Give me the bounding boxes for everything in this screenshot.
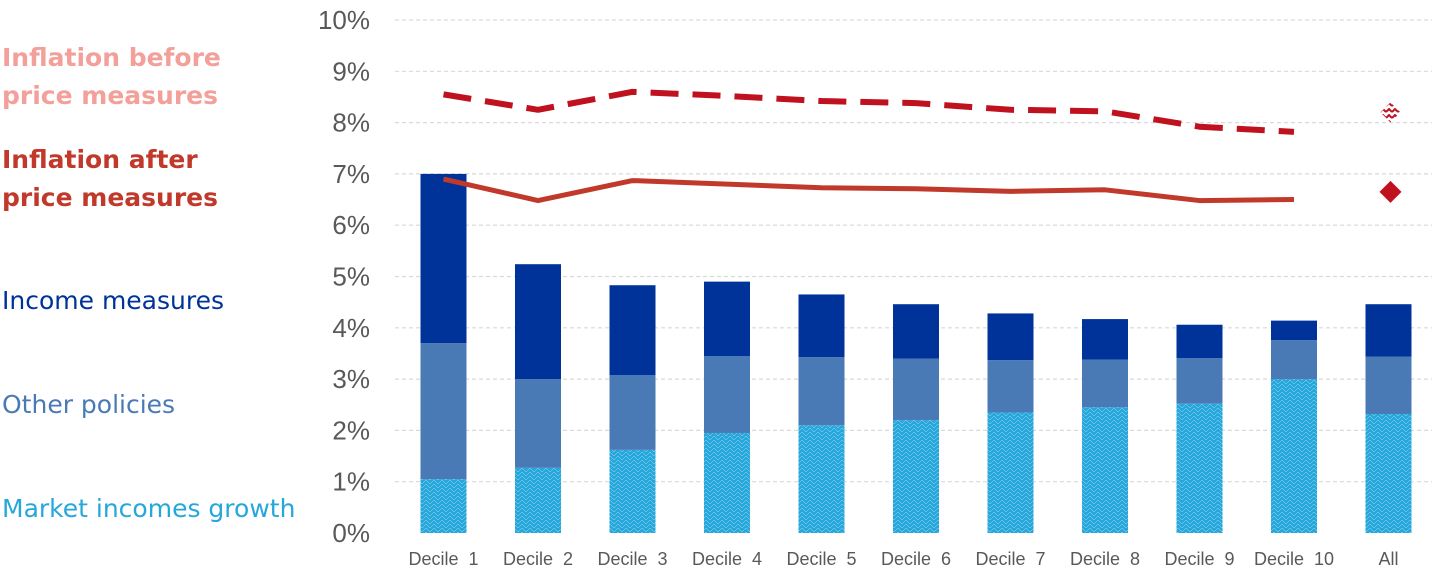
x-tick-label: Decile 7 (975, 549, 1045, 569)
bar-market-incomes-growth (704, 432, 750, 533)
bar-other-policies (987, 360, 1034, 413)
line-inflation-before-price-measures (443, 88, 1295, 135)
bar-other-policies (704, 356, 750, 433)
y-tick-label: 6% (332, 210, 370, 240)
all-markers (1379, 102, 1402, 203)
bar-market-incomes-growth (893, 420, 939, 533)
bar-market-incomes-growth (1176, 403, 1223, 533)
bar-other-policies (420, 343, 467, 480)
bar-other-policies (609, 374, 656, 450)
bar-income-measures (987, 313, 1034, 361)
bar-other-policies (798, 357, 845, 426)
x-tick-label: All (1378, 549, 1398, 569)
line-inflation-after-price-measures (442, 176, 1295, 204)
bar-income-measures (1176, 324, 1223, 359)
bar-market-incomes-growth (1271, 379, 1317, 533)
bars (420, 173, 1412, 533)
bar-market-incomes-growth (420, 479, 467, 533)
legend-income-measures: Income measures (2, 286, 224, 315)
bar-income-measures (893, 304, 939, 359)
x-tick-label: Decile 2 (503, 549, 573, 569)
y-axis-ticks: 0% 1% 2% 3% 4% 5% 6% 7% 8% 9% 10% (318, 5, 370, 548)
y-tick-label: 10% (318, 5, 370, 35)
bar-market-incomes-growth (515, 467, 561, 533)
bar-market-incomes-growth (1365, 413, 1412, 533)
bar-income-measures (798, 294, 845, 358)
x-tick-label: Decile 5 (786, 549, 856, 569)
marker-all-inflation-after-price-measures (1379, 180, 1402, 203)
marker-all-inflation-before-price-measures (1380, 102, 1401, 123)
x-tick-label: Decile 8 (1070, 549, 1140, 569)
bar-income-measures (1082, 319, 1128, 360)
y-tick-label: 0% (332, 518, 370, 548)
x-tick-label: Decile 6 (881, 549, 951, 569)
bar-other-policies (1271, 340, 1317, 380)
bar-market-incomes-growth (798, 425, 845, 533)
legend-inflation-after: Inflation after price measures (2, 145, 218, 212)
y-tick-label: 4% (332, 313, 370, 343)
x-tick-label: Decile 3 (597, 549, 667, 569)
bar-income-measures (515, 264, 561, 380)
legend-inflation-before: Inflation before price measures (2, 43, 221, 110)
y-tick-label: 1% (332, 467, 370, 497)
bar-income-measures (704, 281, 750, 357)
x-axis-labels: Decile 1 Decile 2 Decile 3 Decile 4 Decile 5… (408, 549, 1398, 569)
legend-market-incomes: Market incomes growth (2, 494, 296, 523)
legend-other-policies: Other policies (2, 390, 176, 419)
y-tick-label: 9% (332, 56, 370, 86)
bar-other-policies (893, 358, 939, 421)
lines (442, 88, 1295, 204)
bar-income-measures (1365, 304, 1412, 357)
y-tick-label: 3% (332, 364, 370, 394)
bar-market-incomes-growth (1082, 407, 1128, 533)
bar-market-incomes-growth (609, 449, 656, 533)
bar-other-policies (1365, 356, 1412, 414)
x-tick-label: Decile 9 (1164, 549, 1234, 569)
y-tick-label: 5% (332, 262, 370, 292)
x-tick-label: Decile 1 (408, 549, 478, 569)
y-tick-label: 2% (332, 415, 370, 445)
x-tick-label: Decile 4 (692, 549, 762, 569)
bar-income-measures (1271, 320, 1317, 341)
bar-other-policies (1082, 359, 1128, 408)
bar-other-policies (1176, 358, 1223, 404)
bar-other-policies (515, 379, 561, 468)
bar-income-measures (609, 285, 656, 375)
bar-market-incomes-growth (987, 412, 1034, 533)
y-tick-label: 7% (332, 159, 370, 189)
x-tick-label: Decile 10 (1254, 549, 1334, 569)
bar-income-measures (420, 173, 467, 344)
y-tick-label: 8% (332, 108, 370, 138)
